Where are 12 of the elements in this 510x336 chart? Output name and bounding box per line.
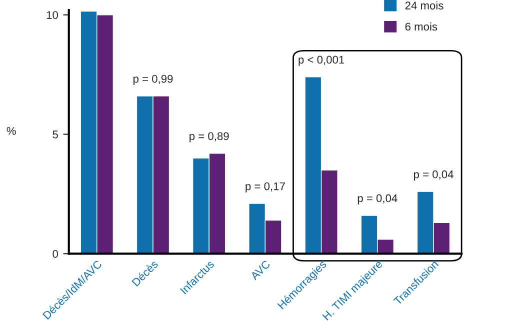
y-tick-label: 0 — [52, 250, 58, 258]
annotation: p = 0,17 — [246, 182, 285, 192]
annotation: p = 0,89 — [190, 132, 229, 142]
legend-label: 24 mois — [405, 1, 444, 10]
y-axis-title: % — [6, 127, 16, 135]
annotation: p = 0,99 — [133, 74, 173, 85]
y-tick-label: 5 — [52, 130, 58, 138]
legend-label: 6 mois — [405, 22, 438, 31]
annotation: p = 0,04 — [414, 170, 454, 180]
y-tick-label: 10 — [46, 11, 58, 19]
annotation: p < 0,001 — [298, 56, 344, 66]
annotation: p = 0,04 — [358, 194, 398, 204]
